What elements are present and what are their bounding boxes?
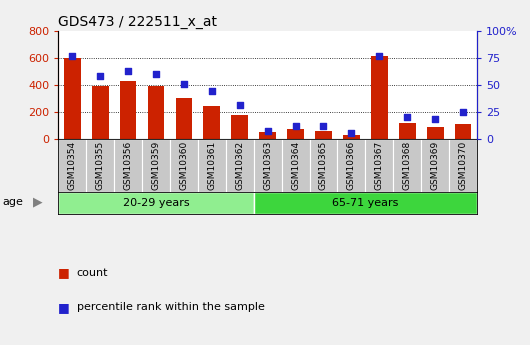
- Bar: [114, 139, 142, 193]
- Bar: [86, 139, 114, 193]
- Text: GSM10363: GSM10363: [263, 141, 272, 190]
- Bar: [338, 139, 365, 193]
- Text: GSM10366: GSM10366: [347, 141, 356, 190]
- Text: GSM10355: GSM10355: [96, 141, 104, 190]
- Point: [403, 114, 411, 120]
- Text: ■: ■: [58, 266, 70, 279]
- Bar: [365, 139, 393, 193]
- Bar: [64, 58, 81, 139]
- Bar: [198, 139, 226, 193]
- Text: percentile rank within the sample: percentile rank within the sample: [77, 302, 264, 312]
- Point: [68, 53, 76, 59]
- Text: GSM10359: GSM10359: [152, 141, 161, 190]
- Point: [319, 123, 328, 128]
- Bar: [232, 115, 248, 139]
- Bar: [254, 193, 477, 214]
- Point: [375, 53, 384, 59]
- Bar: [142, 139, 170, 193]
- Bar: [175, 98, 192, 139]
- Point: [292, 123, 300, 128]
- Bar: [399, 123, 416, 139]
- Text: GSM10356: GSM10356: [123, 141, 132, 190]
- Bar: [226, 139, 254, 193]
- Bar: [170, 139, 198, 193]
- Text: GSM10360: GSM10360: [180, 141, 188, 190]
- Bar: [421, 139, 449, 193]
- Bar: [281, 139, 310, 193]
- Text: GSM10367: GSM10367: [375, 141, 384, 190]
- Text: GSM10368: GSM10368: [403, 141, 412, 190]
- Text: GSM10361: GSM10361: [207, 141, 216, 190]
- Bar: [287, 129, 304, 139]
- Text: 65-71 years: 65-71 years: [332, 198, 399, 208]
- Bar: [204, 106, 220, 139]
- Bar: [310, 139, 338, 193]
- Point: [263, 128, 272, 134]
- Bar: [254, 139, 281, 193]
- Text: GSM10362: GSM10362: [235, 141, 244, 190]
- Text: 20-29 years: 20-29 years: [122, 198, 189, 208]
- Bar: [371, 56, 387, 139]
- Bar: [393, 139, 421, 193]
- Point: [431, 117, 439, 122]
- Point: [124, 68, 132, 73]
- Point: [152, 71, 160, 77]
- Point: [180, 81, 188, 87]
- Point: [208, 89, 216, 94]
- Bar: [58, 139, 86, 193]
- Bar: [455, 124, 471, 139]
- Text: GSM10354: GSM10354: [68, 141, 77, 190]
- Text: GSM10365: GSM10365: [319, 141, 328, 190]
- Bar: [120, 81, 136, 139]
- Bar: [148, 86, 164, 139]
- Text: ▶: ▶: [33, 195, 42, 208]
- Bar: [58, 193, 254, 214]
- Text: GSM10364: GSM10364: [291, 141, 300, 190]
- Bar: [259, 132, 276, 139]
- Bar: [449, 139, 477, 193]
- Point: [96, 73, 104, 79]
- Text: GSM10369: GSM10369: [431, 141, 439, 190]
- Point: [459, 109, 467, 115]
- Bar: [343, 135, 360, 139]
- Text: ■: ■: [58, 300, 70, 314]
- Bar: [315, 131, 332, 139]
- Text: GDS473 / 222511_x_at: GDS473 / 222511_x_at: [58, 14, 217, 29]
- Point: [235, 102, 244, 108]
- Text: count: count: [77, 268, 108, 277]
- Text: GSM10370: GSM10370: [458, 141, 467, 190]
- Bar: [427, 127, 444, 139]
- Point: [347, 130, 356, 136]
- Text: age: age: [3, 197, 23, 207]
- Bar: [92, 86, 109, 139]
